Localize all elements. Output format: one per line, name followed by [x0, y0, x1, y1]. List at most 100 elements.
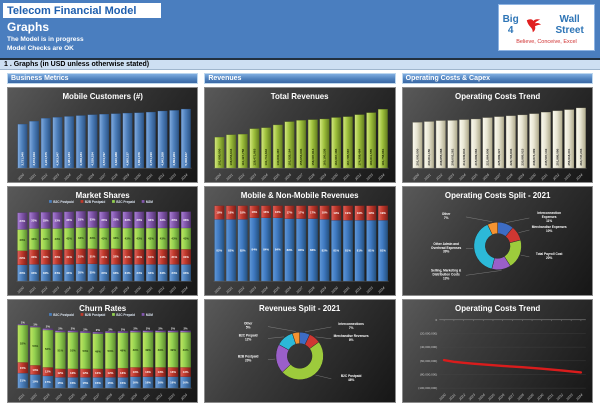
- svg-text:M2M: M2M: [146, 200, 153, 204]
- svg-text:35%: 35%: [90, 271, 96, 275]
- svg-text:2020: 2020: [437, 393, 446, 402]
- svg-text:0: 0: [435, 318, 437, 322]
- svg-text:84%: 84%: [264, 248, 270, 252]
- svg-text:17%: 17%: [310, 210, 316, 214]
- svg-text:4,303,347: 4,303,347: [55, 152, 59, 166]
- svg-text:49%: 49%: [183, 348, 189, 352]
- svg-text:16%: 16%: [183, 380, 189, 384]
- svg-text:2020: 2020: [16, 286, 25, 295]
- svg-text:2%: 2%: [108, 327, 113, 331]
- svg-text:2032: 2032: [555, 393, 564, 402]
- svg-text:158,097,813: 158,097,813: [311, 148, 315, 165]
- svg-text:233,885,023: 233,885,023: [520, 148, 524, 165]
- svg-text:2030: 2030: [535, 393, 544, 402]
- svg-text:Churn Rates: Churn Rates: [79, 304, 127, 313]
- svg-text:2032: 2032: [154, 393, 163, 402]
- svg-text:82%: 82%: [217, 248, 223, 252]
- svg-text:20%: 20%: [546, 256, 553, 260]
- svg-text:2024: 2024: [457, 173, 466, 182]
- svg-text:43%: 43%: [55, 237, 61, 241]
- svg-text:34%: 34%: [19, 219, 25, 223]
- svg-text:4,458,184: 4,458,184: [79, 152, 83, 166]
- svg-text:2025: 2025: [469, 173, 478, 182]
- svg-text:Interconnection: Interconnection: [537, 211, 561, 215]
- svg-text:5,008,647: 5,008,647: [184, 152, 188, 166]
- svg-text:13%: 13%: [170, 370, 176, 374]
- svg-text:2025: 2025: [74, 286, 83, 295]
- svg-text:Other: Other: [442, 212, 451, 216]
- svg-text:13%: 13%: [443, 276, 450, 280]
- svg-text:2029: 2029: [121, 286, 130, 295]
- svg-text:2031: 2031: [545, 393, 554, 402]
- svg-text:2029: 2029: [319, 173, 328, 182]
- svg-text:2033: 2033: [565, 393, 574, 402]
- svg-text:2033: 2033: [167, 393, 176, 402]
- svg-text:2025: 2025: [272, 173, 281, 182]
- svg-text:2%: 2%: [158, 327, 163, 331]
- svg-text:Total Payroll Cost: Total Payroll Cost: [536, 252, 564, 256]
- svg-text:33%: 33%: [183, 218, 189, 222]
- svg-text:2%: 2%: [121, 327, 126, 331]
- svg-text:2025: 2025: [272, 286, 281, 295]
- svg-text:15%: 15%: [95, 381, 101, 385]
- svg-text:2031: 2031: [142, 393, 151, 402]
- svg-text:2026: 2026: [481, 173, 490, 182]
- svg-text:18%: 18%: [322, 211, 328, 215]
- svg-text:33%: 33%: [171, 218, 177, 222]
- svg-text:2021: 2021: [447, 393, 456, 402]
- logo-main: Big 4 Wall Street: [499, 14, 594, 36]
- svg-text:18%: 18%: [228, 211, 234, 215]
- svg-text:2032: 2032: [354, 173, 363, 182]
- svg-text:2030: 2030: [330, 286, 339, 295]
- svg-text:221,864,906: 221,864,906: [485, 148, 489, 165]
- svg-text:2021: 2021: [225, 173, 234, 182]
- svg-text:81%: 81%: [369, 249, 375, 253]
- svg-text:(20,000,000): (20,000,000): [420, 331, 437, 335]
- svg-text:15%: 15%: [120, 381, 126, 385]
- svg-text:174,309,484: 174,309,484: [358, 148, 362, 165]
- svg-text:2024: 2024: [63, 286, 72, 295]
- svg-text:2034: 2034: [574, 173, 583, 182]
- svg-text:31%: 31%: [125, 255, 131, 259]
- svg-text:256,918,301: 256,918,301: [567, 148, 571, 165]
- svg-text:B2B Postpaid: B2B Postpaid: [238, 355, 259, 359]
- column-operating-costs: Operating Costs & Capex Operating Costs …: [401, 73, 593, 404]
- svg-text:39%: 39%: [443, 250, 450, 254]
- svg-text:4,842,268: 4,842,268: [161, 152, 165, 166]
- svg-text:Total Revenues: Total Revenues: [271, 92, 329, 101]
- column-revenues: Revenues Total Revenues 101,000,000 2020 10…: [204, 73, 396, 404]
- svg-text:Distribution Costs: Distribution Costs: [432, 272, 460, 276]
- svg-text:Other Admin and: Other Admin and: [433, 242, 459, 246]
- svg-text:4,574,797: 4,574,797: [102, 152, 106, 166]
- svg-text:43%: 43%: [125, 237, 131, 241]
- svg-text:16%: 16%: [275, 210, 281, 214]
- svg-text:2025: 2025: [67, 393, 76, 402]
- svg-text:43%: 43%: [101, 237, 107, 241]
- status-line-2: Model Checks are OK: [7, 45, 74, 52]
- svg-text:33%: 33%: [31, 218, 37, 222]
- svg-text:4,529,334: 4,529,334: [90, 152, 94, 166]
- svg-text:4,221,575: 4,221,575: [44, 152, 48, 166]
- svg-text:2028: 2028: [104, 393, 113, 402]
- svg-text:B2C Prepaid: B2C Prepaid: [116, 313, 135, 317]
- svg-text:2023: 2023: [51, 286, 60, 295]
- svg-text:2029: 2029: [319, 286, 328, 295]
- svg-text:34%: 34%: [101, 271, 107, 275]
- section-title: 1 . Graphs (in USD unless otherwise stat…: [0, 58, 600, 70]
- svg-text:18%: 18%: [217, 211, 223, 215]
- svg-text:2030: 2030: [528, 173, 537, 182]
- chart-operating-costs-bars: Operating Costs Trend 201,000,000 2020 204,…: [401, 87, 593, 183]
- svg-text:Revenues Split - 2021: Revenues Split - 2021: [259, 304, 341, 313]
- svg-text:Interconnections: Interconnections: [339, 322, 365, 326]
- svg-text:140,830,387: 140,830,387: [276, 148, 280, 165]
- svg-text:17%: 17%: [299, 210, 305, 214]
- svg-text:Operating Costs Trend: Operating Costs Trend: [455, 92, 540, 101]
- svg-text:167,795,587: 167,795,587: [346, 148, 350, 165]
- svg-text:34%: 34%: [43, 271, 49, 275]
- svg-text:43%: 43%: [148, 237, 154, 241]
- svg-text:2022: 2022: [39, 173, 48, 182]
- svg-text:31%: 31%: [136, 255, 142, 259]
- svg-text:2029: 2029: [117, 393, 126, 402]
- svg-text:81%: 81%: [357, 249, 363, 253]
- svg-text:2027: 2027: [92, 392, 102, 402]
